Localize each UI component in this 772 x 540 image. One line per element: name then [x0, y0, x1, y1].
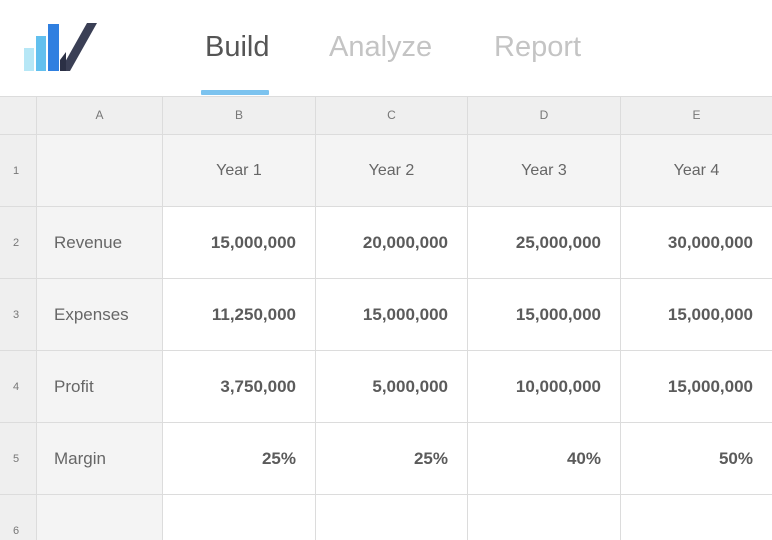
cell-c4[interactable]: 5,000,000: [316, 351, 468, 423]
row-header-4[interactable]: 4: [0, 351, 37, 423]
cell-b3[interactable]: 11,250,000: [163, 279, 316, 351]
column-header-c[interactable]: C: [316, 97, 468, 135]
cell-d6[interactable]: [468, 495, 621, 540]
cell-a1[interactable]: [37, 135, 163, 207]
row-header-6[interactable]: 6: [0, 495, 37, 540]
column-header-b[interactable]: B: [163, 97, 316, 135]
cell-b6[interactable]: [163, 495, 316, 540]
cell-c6[interactable]: [316, 495, 468, 540]
column-header-d[interactable]: D: [468, 97, 621, 135]
cell-e5[interactable]: 50%: [621, 423, 772, 495]
row-header-3[interactable]: 3: [0, 279, 37, 351]
cell-e4[interactable]: 15,000,000: [621, 351, 772, 423]
cell-a5[interactable]: Margin: [37, 423, 163, 495]
cell-b2[interactable]: 15,000,000: [163, 207, 316, 279]
cell-b1[interactable]: Year 1: [163, 135, 316, 207]
cell-e6[interactable]: [621, 495, 772, 540]
cell-c5[interactable]: 25%: [316, 423, 468, 495]
top-header: Build Analyze Report: [0, 0, 772, 96]
cell-c1[interactable]: Year 2: [316, 135, 468, 207]
cell-a3[interactable]: Expenses: [37, 279, 163, 351]
row-header-1[interactable]: 1: [0, 135, 37, 207]
cell-c3[interactable]: 15,000,000: [316, 279, 468, 351]
cell-e1[interactable]: Year 4: [621, 135, 772, 207]
cell-e3[interactable]: 15,000,000: [621, 279, 772, 351]
cell-e2[interactable]: 30,000,000: [621, 207, 772, 279]
tab-build[interactable]: Build: [205, 31, 270, 63]
tab-report[interactable]: Report: [494, 31, 582, 63]
column-header-a[interactable]: A: [37, 97, 163, 135]
row-header-2[interactable]: 2: [0, 207, 37, 279]
cell-a6[interactable]: [37, 495, 163, 540]
row-header-5[interactable]: 5: [0, 423, 37, 495]
cell-b5[interactable]: 25%: [163, 423, 316, 495]
column-header-e[interactable]: E: [621, 97, 772, 135]
cell-a4[interactable]: Profit: [37, 351, 163, 423]
cell-d3[interactable]: 15,000,000: [468, 279, 621, 351]
spreadsheet-grid: A B C D E 1 Year 1 Year 2 Year 3 Year 4 …: [0, 96, 772, 540]
corner-cell[interactable]: [0, 97, 37, 135]
cell-a2[interactable]: Revenue: [37, 207, 163, 279]
cell-d2[interactable]: 25,000,000: [468, 207, 621, 279]
cell-d4[interactable]: 10,000,000: [468, 351, 621, 423]
active-tab-indicator: [201, 90, 269, 95]
tab-analyze[interactable]: Analyze: [329, 31, 433, 63]
cell-d1[interactable]: Year 3: [468, 135, 621, 207]
cell-d5[interactable]: 40%: [468, 423, 621, 495]
bar-chart-check-logo-icon: [24, 23, 97, 71]
cell-b4[interactable]: 3,750,000: [163, 351, 316, 423]
cell-c2[interactable]: 20,000,000: [316, 207, 468, 279]
